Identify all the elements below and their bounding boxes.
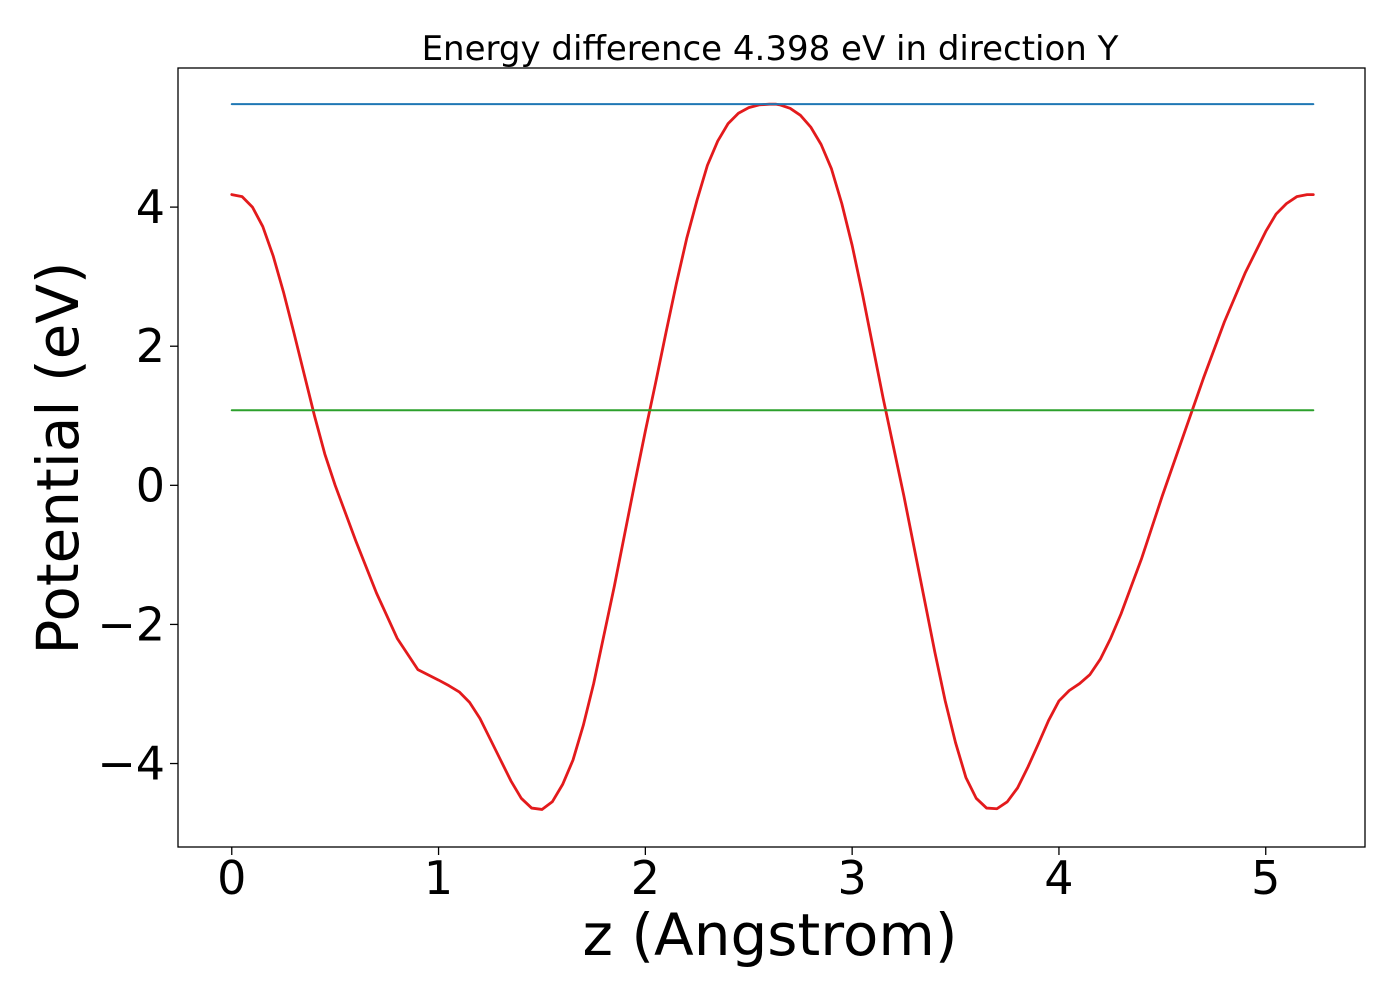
- x-axis-label: z (Angstrom): [583, 901, 958, 969]
- chart-title: Energy difference 4.398 eV in direction …: [422, 29, 1119, 69]
- y-tick-label: −2: [97, 597, 165, 651]
- x-tick-label: 2: [631, 851, 660, 905]
- x-tick-label: 3: [838, 851, 867, 905]
- y-axis: −4 −2 0 2 4: [97, 180, 178, 791]
- plot-frame: [177, 67, 1366, 848]
- y-tick-label: 2: [136, 319, 165, 373]
- y-axis-label: Potential (eV): [24, 261, 92, 654]
- x-axis: 0 1 2 3 4 5: [217, 847, 1280, 905]
- x-tick-label: 4: [1044, 851, 1073, 905]
- y-tick-label: 0: [136, 458, 165, 512]
- x-tick-label: 1: [424, 851, 453, 905]
- series-layer: [230, 102, 1315, 811]
- x-tick-label: 0: [217, 851, 246, 905]
- x-tick-label: 5: [1251, 851, 1280, 905]
- y-tick-label: 4: [136, 180, 165, 234]
- y-tick-label: −4: [97, 737, 165, 791]
